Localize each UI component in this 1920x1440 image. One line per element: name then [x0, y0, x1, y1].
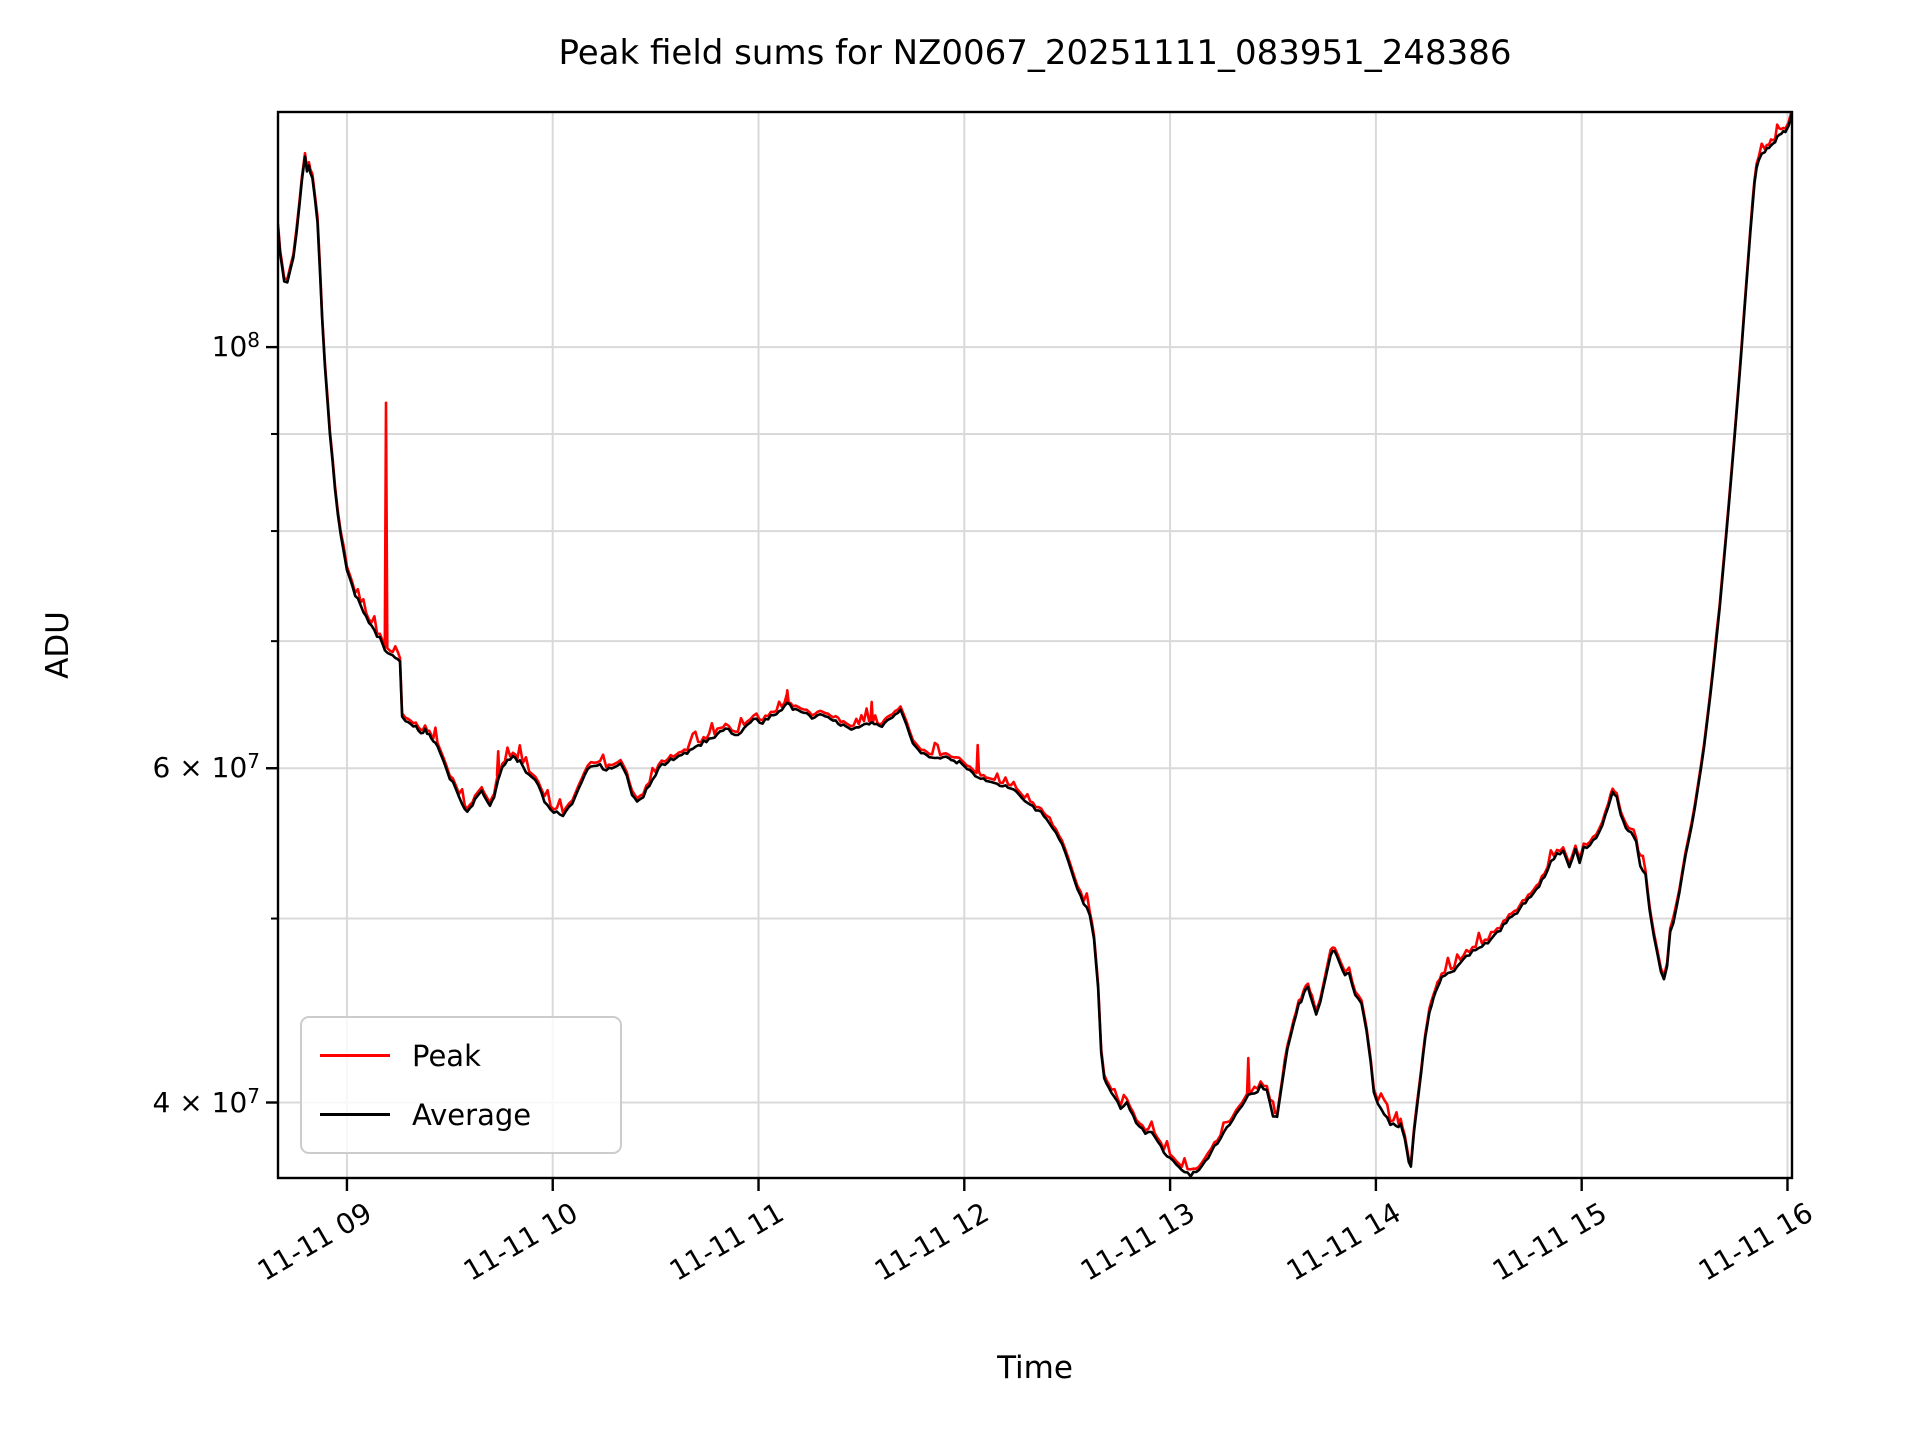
- legend-item-average: Average: [302, 1098, 620, 1132]
- peak-line-swatch: [320, 1054, 390, 1057]
- x-axis-label: Time: [997, 1350, 1073, 1386]
- average-line-swatch: [320, 1113, 390, 1116]
- y-axis-label: ADU: [40, 611, 76, 679]
- legend: Peak Average: [300, 1016, 622, 1154]
- legend-item-peak: Peak: [302, 1039, 620, 1073]
- chart-title: Peak field sums for NZ0067_20251111_0839…: [558, 33, 1512, 73]
- y-tick-label: 6 × 107: [152, 749, 260, 785]
- peak-line-series: [278, 112, 1792, 1171]
- legend-item-label: Average: [412, 1097, 532, 1132]
- average-line-series: [278, 112, 1792, 1178]
- y-tick-label: 4 × 107: [152, 1083, 260, 1119]
- axes-spines: [276, 110, 1794, 1180]
- legend-item-label: Peak: [412, 1038, 481, 1073]
- y-tick-label: 108: [211, 328, 260, 364]
